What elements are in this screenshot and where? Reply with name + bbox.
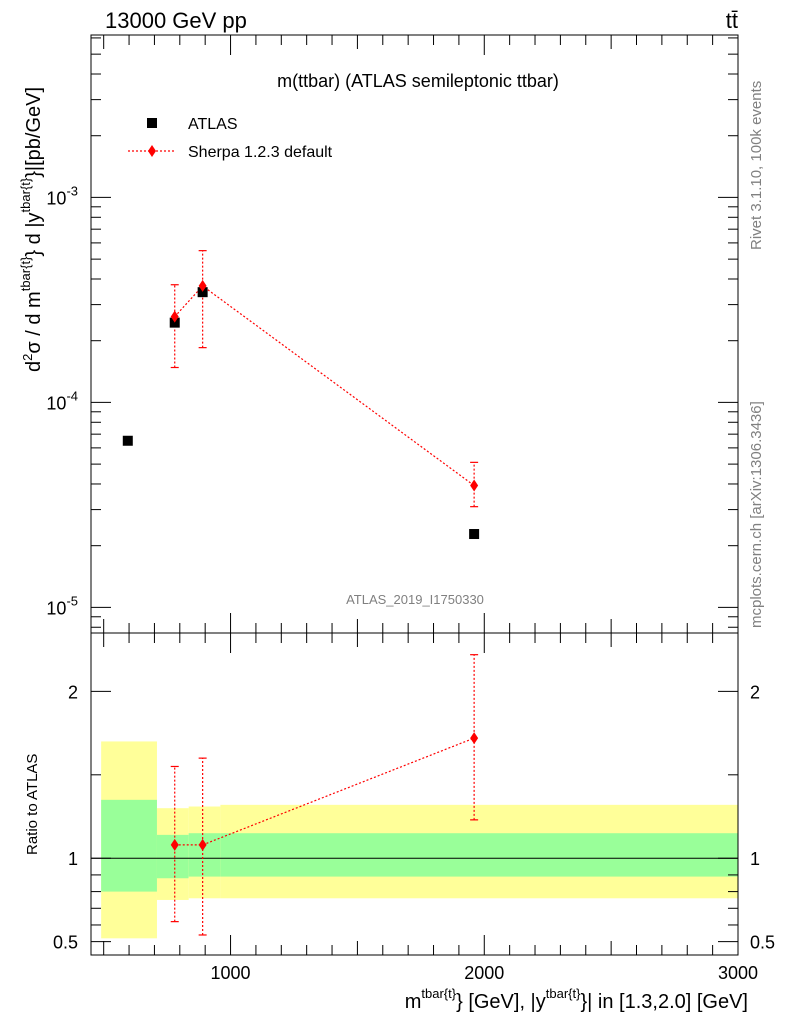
ratio-y-tick-label-right: 1 bbox=[750, 849, 760, 869]
ratio-y-tick-label-right: 2 bbox=[750, 682, 760, 702]
ratio-y-tick-label-right: 0.5 bbox=[750, 933, 775, 953]
legend-atlas-marker bbox=[147, 118, 157, 128]
ratio-uncertainty-bands bbox=[101, 741, 738, 939]
ratio-frame bbox=[90, 632, 739, 956]
legend-sherpa-marker bbox=[148, 145, 156, 157]
y-axis-label-ratio: Ratio to ATLAS bbox=[24, 754, 41, 855]
band-inner-1 bbox=[156, 834, 189, 879]
ratio-y-tick-label-left: 0.5 bbox=[53, 933, 78, 953]
plot-title: m(ttbar) (ATLAS semileptonic ttbar) bbox=[277, 71, 559, 91]
ratio-marks bbox=[170, 654, 479, 936]
atlas-point bbox=[197, 287, 208, 298]
rivet-label: Rivet 3.1.10, 100k events bbox=[748, 81, 765, 250]
legend: ATLAS Sherpa 1.2.3 default bbox=[128, 116, 333, 161]
x-tick-label: 2000 bbox=[464, 963, 504, 983]
analysis-watermark: ATLAS_2019_I1750330 bbox=[346, 592, 484, 607]
ratio-y-tick-label-left: 1 bbox=[68, 849, 78, 869]
legend-sherpa-label: Sherpa 1.2.3 default bbox=[188, 144, 333, 161]
legend-atlas-label: ATLAS bbox=[188, 116, 238, 133]
y-axis-label-main: d2σ / d mtbar{t}} d |ytbar{t}}|[pb/GeV] bbox=[18, 87, 45, 372]
sherpa-ratio-point bbox=[170, 838, 179, 851]
x-axis-label: mtbar{t}} [GeV], |ytbar{t}}| in [1.3,2.0… bbox=[405, 986, 748, 1013]
band-inner-0 bbox=[101, 799, 157, 892]
atlas-point bbox=[122, 435, 133, 446]
atlas-point bbox=[469, 529, 480, 540]
header-left: 13000 GeV pp bbox=[105, 8, 247, 33]
x-tick-label: 3000 bbox=[718, 963, 758, 983]
sherpa-point bbox=[170, 310, 179, 323]
sherpa-point bbox=[470, 479, 479, 492]
sherpa-ratio-point bbox=[470, 732, 479, 745]
ratio-y-tick-label-left: 2 bbox=[68, 682, 78, 702]
main-y-tick-label: 10-3 bbox=[46, 183, 78, 208]
main-y-tick-label: 10-4 bbox=[46, 388, 78, 413]
header-right: tt̄ bbox=[726, 8, 738, 33]
sherpa-ratio-point bbox=[198, 838, 207, 851]
sherpa-line bbox=[174, 285, 475, 487]
x-tick-label: 1000 bbox=[211, 963, 251, 983]
sherpa-point bbox=[198, 279, 207, 292]
sherpa-ratio-line bbox=[174, 737, 475, 846]
main-marks bbox=[122, 250, 480, 540]
main-y-tick-label: 10-5 bbox=[46, 593, 78, 618]
ratio-axes: 1000 2000 3000 0.5 0.5 1 1 2 2 bbox=[53, 632, 775, 983]
band-inner-3 bbox=[220, 833, 738, 877]
mcplots-label: mcplots.cern.ch [arXiv:1306.3436] bbox=[748, 401, 765, 628]
